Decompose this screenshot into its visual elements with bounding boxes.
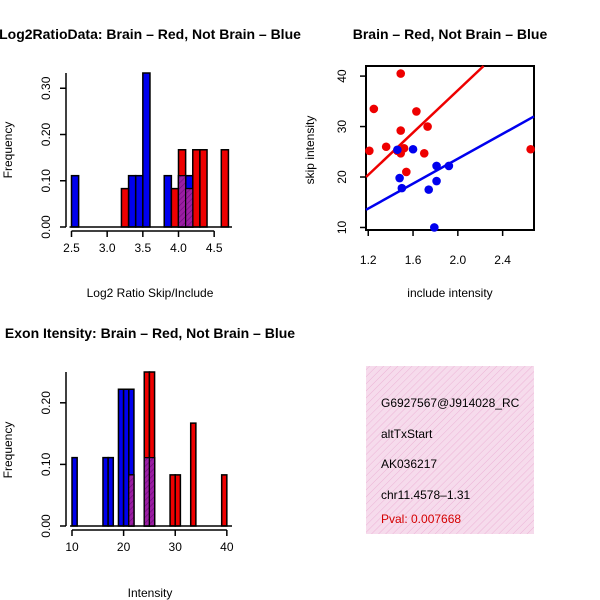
intensity-axes: 10 20 30 40 0.00 0.10 0.20 — [39, 372, 234, 554]
scatter-x-axis-label: include intensity — [407, 286, 492, 300]
scatter-point-not-brain — [432, 161, 441, 171]
intensity-bar-not-brain — [102, 456, 109, 527]
scatter-x-tick-label: 1.2 — [360, 253, 377, 267]
scatter-y-tick-label: 40 — [335, 69, 349, 83]
scatter-plot-box — [365, 65, 535, 231]
scatter-y-tick-label: 20 — [335, 170, 349, 184]
ratio-bar-brain — [170, 187, 180, 228]
intensity-bar-brain — [174, 474, 182, 527]
info-box: G6927567@J914028_RC altTxStart AK036217 … — [366, 366, 534, 534]
scatter-point-brain — [412, 107, 421, 116]
ratio-bar-not-brain — [134, 174, 144, 228]
scatter-point-brain — [365, 146, 374, 156]
ratio-x-tick-label: 4.0 — [170, 241, 187, 255]
info-pvalue: Pval: 0.007668 — [381, 512, 461, 526]
intensity-y-tick-label: 0.00 — [39, 514, 53, 538]
info-probe-id: G6927567@J914028_RC — [381, 396, 520, 410]
ratio-x-axis-label: Log2 Ratio Skip/Include — [87, 286, 214, 300]
scatter-x-tick-label: 2.4 — [494, 253, 511, 267]
ratio-y-tick-label: 0.00 — [39, 215, 53, 239]
ratio-y-tick-label: 0.20 — [39, 123, 53, 147]
ratio-bar-overlap — [185, 188, 194, 228]
scatter-point-brain — [526, 144, 535, 154]
info-box-background — [366, 366, 534, 534]
scatter-point-brain — [369, 104, 379, 114]
scatter-y-axis-label: skip intensity — [303, 116, 317, 185]
info-location: chr11.4578–1.31 — [381, 488, 471, 502]
scatter-point-brain — [396, 126, 406, 135]
scatter-point-brain — [402, 167, 411, 177]
intensity-bar-not-brain — [117, 388, 125, 527]
scatter-point-not-brain — [432, 176, 441, 186]
intensity-bars — [71, 371, 228, 527]
scatter-point-not-brain — [444, 161, 454, 171]
scatter-point-brain — [396, 69, 406, 78]
ratio-x-tick-label: 4.5 — [206, 241, 223, 255]
scatter-fit-line-brain — [365, 65, 485, 178]
intensity-x-tick-label: 20 — [117, 540, 131, 554]
ratio-x-tick-label: 2.5 — [63, 241, 80, 255]
intensity-bar-overlap — [148, 457, 156, 527]
ratio-bar-brain — [220, 149, 230, 228]
scatter-fit-lines — [365, 65, 535, 211]
scatter-panel: Brain – Red, Not Brain – Blue 1.2 1.6 2.0 2… — [303, 26, 547, 300]
ratio-x-tick-label: 3.0 — [99, 241, 116, 255]
intensity-bar-brain — [169, 474, 176, 527]
ratio-axes: 2.5 3.0 3.5 4.0 4.5 0.00 0.10 0.20 0.30 — [39, 73, 232, 255]
scatter-point-not-brain — [408, 144, 418, 154]
intensity-bar-not-brain — [71, 456, 78, 527]
ratio-bar-not-brain — [142, 72, 151, 228]
intensity-bar-overlap — [143, 457, 151, 527]
info-event-type: altTxStart — [381, 427, 433, 441]
scatter-y-tick-label: 30 — [335, 120, 349, 134]
ratio-histogram-panel: Log2RatioData: Brain – Red, Not Brain – … — [0, 26, 301, 300]
ratio-bar-brain — [192, 149, 201, 228]
scatter-y-tick-label: 10 — [335, 220, 349, 234]
intensity-x-tick-label: 10 — [65, 540, 79, 554]
scatter-point-brain — [381, 142, 391, 152]
intensity-bar-not-brain — [107, 456, 115, 527]
ratio-bar-brain — [199, 149, 208, 228]
scatter-x-tick-label: 1.6 — [405, 253, 422, 267]
scatter-point-not-brain — [393, 145, 402, 155]
ratio-y-tick-label: 0.10 — [39, 169, 53, 193]
ratio-chart-title: Log2RatioData: Brain – Red, Not Brain – … — [0, 26, 301, 42]
intensity-y-tick-label: 0.20 — [39, 391, 53, 415]
scatter-x-tick-label: 2.0 — [449, 253, 466, 267]
scatter-point-not-brain — [424, 185, 434, 194]
intensity-chart-title: Exon Itensity: Brain – Red, Not Brain – … — [5, 325, 295, 341]
ratio-x-tick-label: 3.5 — [134, 241, 151, 255]
intensity-bar-brain — [220, 474, 228, 527]
ratio-bar-not-brain — [70, 174, 80, 228]
info-accession: AK036217 — [381, 457, 437, 471]
scatter-point-brain — [399, 143, 409, 153]
ratio-bars — [70, 72, 230, 228]
scatter-axes: 1.2 1.6 2.0 2.4 10 20 30 40 — [335, 69, 511, 267]
ratio-bar-brain — [120, 187, 130, 228]
scatter-point-brain — [419, 148, 429, 158]
intensity-y-axis-label: Frequency — [1, 422, 15, 479]
ratio-bar-overlap — [177, 175, 187, 228]
ratio-y-tick-label: 0.30 — [39, 76, 53, 100]
intensity-bar-not-brain — [122, 388, 130, 527]
ratio-bar-not-brain — [163, 174, 173, 228]
scatter-chart-title: Brain – Red, Not Brain – Blue — [353, 26, 548, 42]
intensity-histogram-panel: Exon Itensity: Brain – Red, Not Brain – … — [1, 325, 295, 600]
scatter-point-not-brain — [395, 173, 404, 183]
ratio-y-axis-label: Frequency — [1, 122, 15, 179]
intensity-x-axis-label: Intensity — [128, 586, 173, 600]
ratio-bar-not-brain — [127, 174, 137, 228]
scatter-point-not-brain — [430, 223, 439, 232]
intensity-x-tick-label: 30 — [169, 540, 183, 554]
intensity-y-tick-label: 0.10 — [39, 452, 53, 476]
intensity-bar-brain — [189, 422, 197, 527]
scatter-point-not-brain — [397, 183, 407, 193]
intensity-bar-overlap — [128, 474, 135, 527]
scatter-point-brain — [423, 122, 432, 131]
scatter-points — [365, 69, 535, 232]
intensity-x-tick-label: 40 — [220, 540, 234, 554]
